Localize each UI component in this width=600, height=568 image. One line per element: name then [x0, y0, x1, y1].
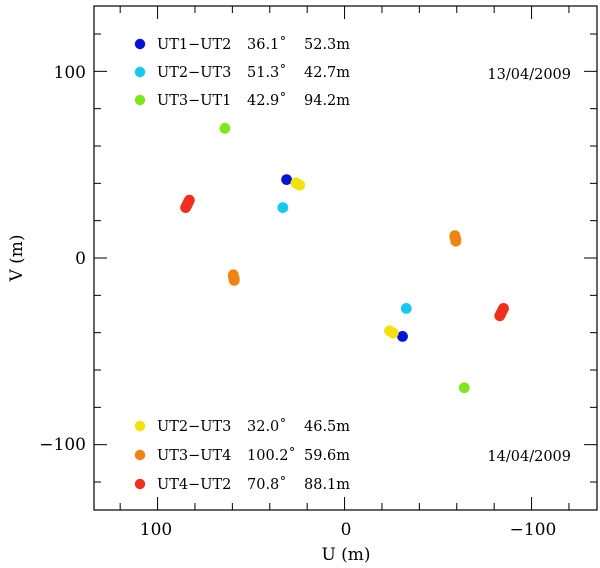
y-tick-label: 100	[54, 63, 86, 83]
y-axis-label: V (m)	[7, 234, 27, 282]
legend-marker	[134, 449, 146, 461]
date-annotation-bottom: 14/04/2009	[487, 449, 571, 465]
legend-label: UT1−UT2	[157, 37, 231, 53]
data-point	[277, 202, 289, 214]
legend-length: 52.3m	[304, 37, 350, 53]
legend-entry: UT2−UT3 32.0˚ 46.5m	[134, 418, 350, 435]
legend-length: 88.1m	[304, 477, 350, 493]
x-tick-label: 0	[341, 520, 352, 540]
legend-length: 42.7m	[304, 65, 350, 81]
axis-ticks	[94, 6, 597, 510]
legend-angle: 70.8˚	[247, 476, 287, 493]
date-annotation-top: 13/04/2009	[487, 67, 571, 83]
legend-marker	[134, 38, 146, 50]
data-point	[227, 269, 239, 281]
legend-label: UT2−UT3	[157, 419, 231, 435]
legend-length: 94.2m	[304, 93, 350, 109]
legend-label: UT2−UT3	[157, 65, 231, 81]
legend-marker	[134, 478, 146, 490]
x-axis-label: U (m)	[321, 545, 370, 565]
data-point	[281, 174, 292, 186]
y-tick-label: 0	[75, 249, 86, 269]
data-point	[450, 235, 462, 247]
legend-label: UT3−UT4	[157, 448, 231, 464]
legend-entry: UT3−UT4 100.2˚ 59.6m	[134, 447, 350, 464]
legend-top: UT1−UT2 36.1˚ 52.3m UT2−UT3 51.3˚ 42.7m …	[134, 36, 350, 109]
x-tick-label: −100	[510, 520, 557, 540]
legend-length: 59.6m	[304, 448, 350, 464]
data-point	[290, 177, 302, 189]
legend-marker	[134, 420, 146, 432]
y-tick-label: −100	[39, 435, 86, 455]
legend-bottom: UT2−UT3 32.0˚ 46.5m UT3−UT4 100.2˚ 59.6m…	[134, 418, 350, 493]
data-point	[458, 382, 470, 394]
x-tick-label: 100	[140, 520, 172, 540]
legend-angle: 100.2˚	[247, 447, 296, 464]
legend-angle: 36.1˚	[247, 36, 287, 53]
data-point	[219, 122, 231, 134]
data-point	[400, 303, 412, 314]
data-points	[180, 122, 509, 394]
legend-entry: UT4−UT2 70.8˚ 88.1m	[134, 476, 350, 493]
legend-entry: UT1−UT2 36.1˚ 52.3m	[134, 36, 350, 53]
legend-entry: UT3−UT1 42.9˚ 94.2m	[134, 92, 350, 109]
data-point	[494, 310, 506, 322]
legend-angle: 32.0˚	[247, 418, 287, 435]
data-point	[183, 194, 195, 206]
legend-marker	[134, 94, 146, 106]
legend-angle: 42.9˚	[247, 92, 287, 109]
legend-angle: 51.3˚	[247, 64, 287, 81]
legend-entry: UT2−UT3 51.3˚ 42.7m	[134, 64, 350, 81]
data-point	[387, 327, 399, 339]
legend-label: UT4−UT2	[157, 477, 231, 493]
legend-marker	[134, 66, 146, 78]
legend-label: UT3−UT1	[157, 93, 231, 109]
legend-length: 46.5m	[304, 419, 350, 435]
data-point	[397, 331, 408, 342]
